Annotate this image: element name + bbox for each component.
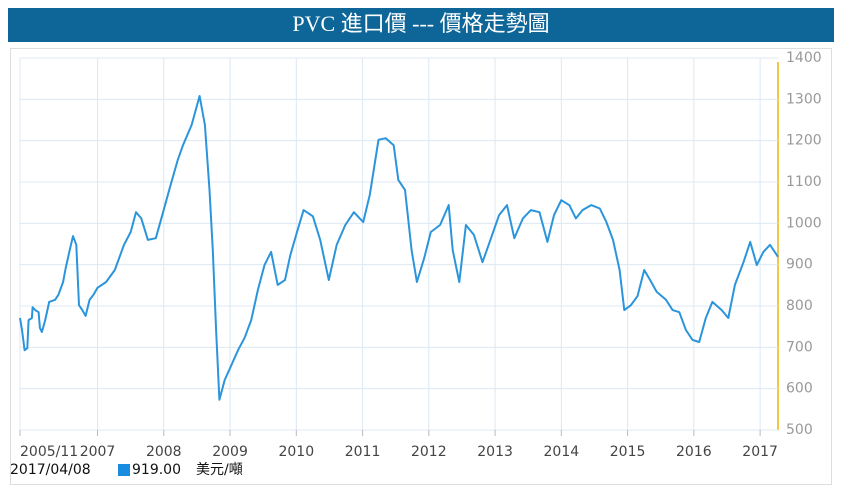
y-tick-label: 1100 [786, 174, 822, 190]
y-tick-label: 900 [786, 257, 813, 273]
title-bar [8, 8, 834, 42]
x-tick-label: 2010 [278, 444, 314, 460]
x-tick-label: 2008 [146, 444, 182, 460]
y-tick-label: 700 [786, 339, 813, 355]
current-value: 919.00 [132, 462, 181, 478]
x-tick-label: 2012 [411, 444, 447, 460]
y-tick-label: 800 [786, 298, 813, 314]
y-tick-label: 1300 [786, 91, 822, 107]
y-tick-label: 600 [786, 381, 813, 397]
y-tick-label: 1200 [786, 133, 822, 149]
x-tick-label: 2013 [477, 444, 513, 460]
x-tick-label: 2017 [742, 444, 778, 460]
current-date: 2017/04/08 [10, 462, 91, 478]
x-tick-label: 2007 [80, 444, 116, 460]
frame [10, 48, 832, 485]
x-tick-label: 2005/11 [20, 444, 78, 460]
y-tick-label: 1400 [786, 50, 822, 66]
x-tick-label: 2015 [610, 444, 646, 460]
y-tick-label: 500 [786, 422, 813, 438]
y-tick-label: 1000 [786, 215, 822, 231]
current-unit: 美元/噸 [196, 462, 243, 478]
current-swatch [118, 464, 130, 476]
x-tick-label: 2011 [345, 444, 381, 460]
chart-title: PVC 進口價 --- 價格走勢圖 [292, 11, 549, 36]
x-tick-label: 2016 [676, 444, 712, 460]
price-line [19, 95, 779, 401]
x-tick-label: 2009 [212, 444, 248, 460]
x-tick-label: 2014 [544, 444, 580, 460]
